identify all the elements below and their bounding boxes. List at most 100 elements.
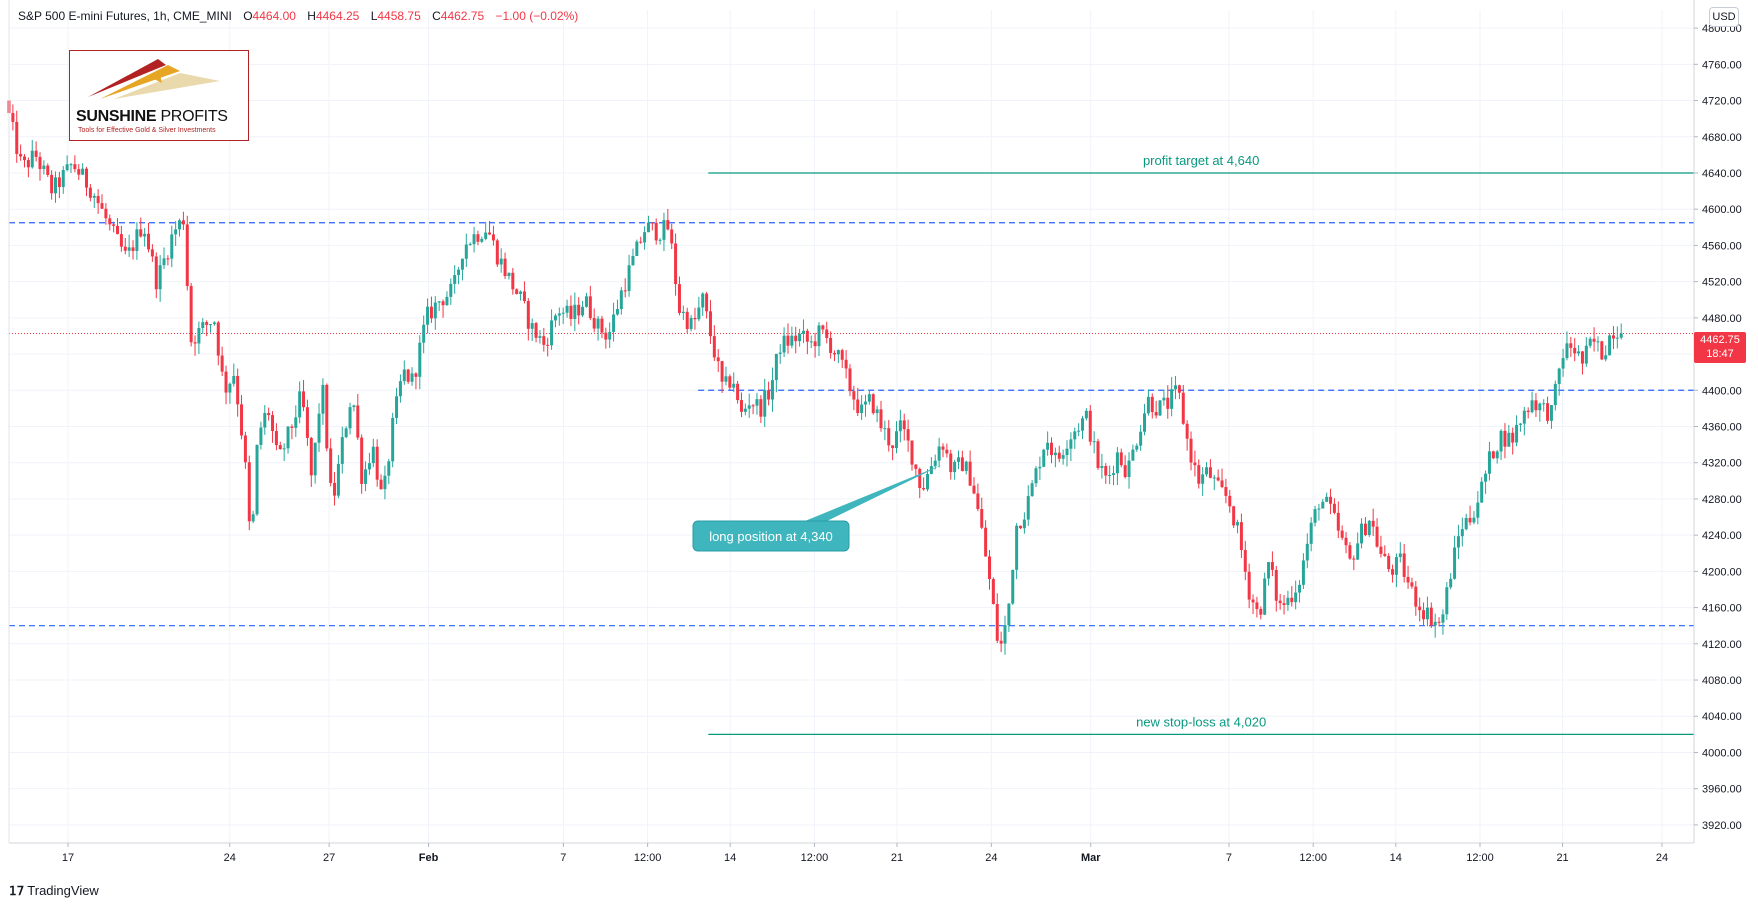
logo-swoosh-icon (88, 59, 220, 99)
candle-body (453, 275, 457, 284)
candle-body (600, 318, 604, 333)
candle-body (1065, 448, 1069, 456)
candle-body (925, 473, 929, 490)
candle-body (181, 220, 185, 225)
candle-body (1015, 525, 1019, 570)
candle-body (476, 234, 480, 242)
candle-body (61, 170, 65, 188)
candle-body (627, 265, 631, 291)
candle-body (1050, 442, 1054, 456)
candle-body (1166, 397, 1170, 409)
x-tick-label: Feb (419, 852, 439, 864)
candle-body (701, 293, 705, 308)
candle-body (150, 249, 154, 257)
candle-body (623, 290, 627, 292)
candle-body (216, 322, 220, 356)
candle-body (15, 121, 19, 154)
close-value: 4462.75 (440, 9, 485, 23)
callout-label: long position at 4,340 (709, 529, 833, 544)
y-tick-label: 4680.00 (1702, 132, 1742, 144)
candle-body (387, 461, 391, 476)
candle-body (596, 318, 600, 329)
candle-body (445, 296, 449, 306)
candle-body (1422, 610, 1426, 620)
candle-body (88, 187, 92, 198)
candle-body (592, 318, 596, 329)
candle-body (1534, 400, 1538, 411)
last-price-value: 4462.75 (1700, 334, 1740, 346)
candle-body (1146, 396, 1150, 414)
y-tick-label: 4600.00 (1702, 204, 1742, 216)
candle-body (747, 405, 751, 409)
candle-body (112, 224, 116, 226)
candle-body (352, 405, 356, 408)
candle-body (1038, 466, 1042, 469)
candle-body (708, 311, 712, 337)
candle-body (1282, 603, 1286, 605)
candle-body (674, 243, 678, 285)
candle-body (813, 341, 817, 347)
candle-body (1100, 466, 1104, 468)
candle-body (402, 369, 406, 382)
candle-body (604, 332, 608, 340)
candle-body (995, 603, 999, 641)
tradingview-brand[interactable]: 𝟣𝟩 TradingView (9, 883, 99, 898)
candle-body (511, 272, 515, 290)
candle-body (739, 400, 743, 412)
candle-body (1236, 522, 1240, 526)
candle-body (612, 314, 616, 332)
candle-body (92, 195, 96, 198)
candle-body (724, 376, 728, 382)
candle-body (619, 290, 623, 310)
callout-box[interactable] (692, 520, 850, 552)
candle-body (189, 285, 193, 343)
candle-body (480, 238, 484, 242)
candle-body (515, 289, 519, 294)
candle-body (1507, 432, 1511, 447)
candle-body (1096, 441, 1100, 468)
candle-body (1139, 431, 1143, 446)
logo-wordmark: SUNSHINE PROFITS (76, 108, 228, 126)
candle-body (468, 244, 472, 246)
x-tick-label: 12:00 (801, 852, 829, 864)
candle-body (867, 394, 871, 402)
candle-body (1363, 523, 1367, 536)
candle-body (1088, 410, 1092, 442)
currency-badge[interactable]: USD (1709, 7, 1739, 27)
candle-body (581, 306, 585, 316)
y-tick-label: 4320.00 (1702, 458, 1742, 470)
candle-body (716, 357, 720, 362)
candle-body (127, 247, 131, 251)
candle-body (34, 150, 38, 157)
candle-body (116, 225, 120, 235)
open-label: O (243, 9, 253, 23)
close-label: C (432, 9, 441, 23)
candle-body (790, 335, 794, 346)
tradingview-logo-icon: 𝟣𝟩 (9, 884, 25, 898)
candle-body (1232, 506, 1236, 526)
candle-body (441, 301, 445, 306)
candle-body (1150, 396, 1154, 413)
candle-body (414, 373, 418, 377)
candle-body (557, 313, 561, 316)
candle-body (247, 462, 251, 522)
candle-body (832, 352, 836, 355)
candle-body (1445, 587, 1449, 615)
candle-body (271, 415, 275, 432)
candle-body (104, 208, 108, 219)
candle-body (1557, 368, 1561, 384)
candle-body (635, 241, 639, 256)
candle-body (1278, 600, 1282, 604)
y-tick-label: 4560.00 (1702, 240, 1742, 252)
candle-body (1208, 467, 1212, 478)
candle-body (1298, 584, 1302, 593)
candle-body (309, 437, 313, 476)
candle-body (69, 164, 73, 166)
candle-body (705, 293, 709, 312)
candle-body (464, 244, 468, 259)
candle-body (108, 218, 112, 225)
candle-body (778, 352, 782, 354)
candle-body (1185, 423, 1189, 439)
